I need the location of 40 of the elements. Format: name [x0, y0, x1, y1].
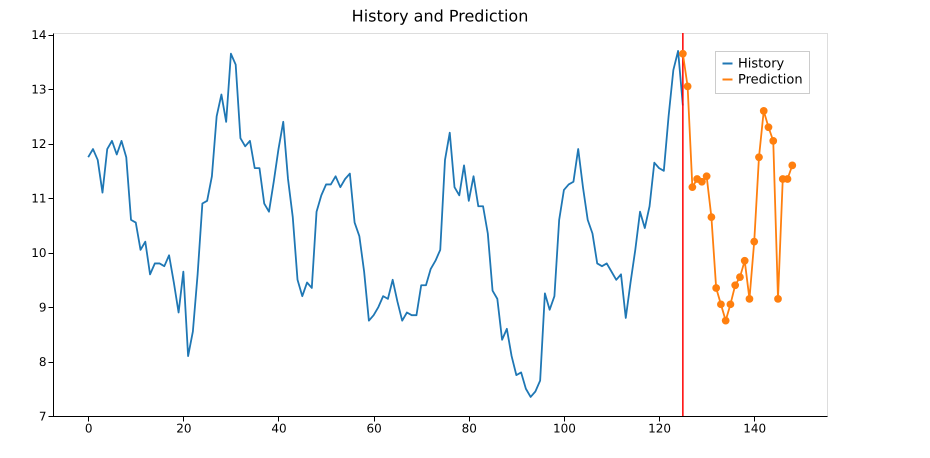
point — [717, 300, 725, 308]
point — [736, 273, 744, 281]
legend-label: Prediction — [738, 72, 803, 88]
legend-label: History — [738, 56, 785, 72]
x-tick-label: 20 — [176, 422, 192, 436]
point — [755, 153, 763, 162]
x-tick-label: 120 — [648, 422, 672, 436]
x-tick-label: 60 — [366, 422, 382, 436]
y-tick-label: 8 — [38, 355, 46, 370]
point — [769, 137, 778, 145]
x-tick-label: 40 — [271, 422, 287, 436]
y-tick-label: 12 — [31, 137, 46, 152]
point — [678, 50, 687, 58]
point — [774, 295, 782, 303]
point — [731, 281, 740, 290]
point — [740, 256, 749, 265]
y-tick-label: 7 — [38, 410, 46, 424]
y-tick-label: 11 — [31, 192, 46, 206]
point — [726, 300, 734, 308]
x-tick-label: 100 — [552, 422, 576, 436]
x-tick-label: 140 — [743, 422, 766, 436]
point — [698, 178, 706, 186]
y-tick-label: 13 — [31, 82, 46, 97]
chart-title: History and Prediction — [352, 6, 528, 26]
point — [788, 162, 796, 170]
y-tick-label: 9 — [38, 300, 46, 315]
point — [750, 238, 758, 246]
point — [722, 316, 730, 325]
x-tick-label: 80 — [462, 422, 477, 436]
y-tick-label: 14 — [31, 28, 46, 42]
point — [764, 123, 772, 132]
point — [760, 107, 768, 115]
point — [708, 213, 716, 222]
point — [702, 172, 711, 180]
point — [688, 183, 696, 192]
x-tick-label: 0 — [84, 422, 93, 436]
point — [684, 82, 692, 90]
point — [712, 284, 720, 292]
point — [746, 295, 754, 303]
y-tick-label: 10 — [31, 246, 46, 260]
